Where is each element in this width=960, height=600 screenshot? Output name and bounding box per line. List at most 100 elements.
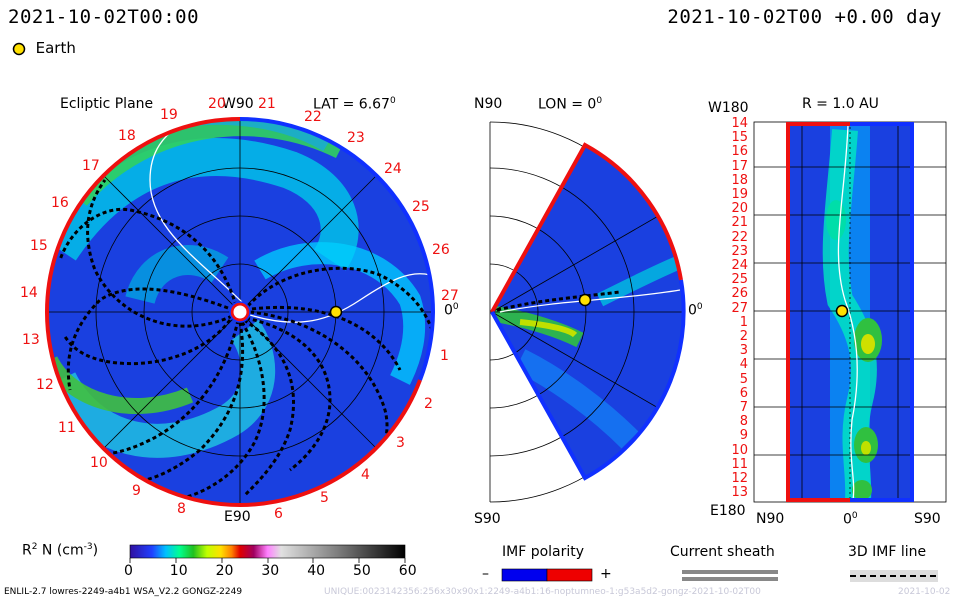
zero-degree: 0 [452, 302, 459, 312]
current-sheath-legend [682, 570, 778, 581]
radial-w180-label: W180 [708, 100, 749, 116]
carrington-label-3: 3 [396, 435, 405, 451]
colorbar-tick: 40 [307, 563, 326, 579]
radial-e180-label: E180 [710, 503, 746, 519]
earth-marker-icon [12, 42, 26, 55]
carrington-label-8: 8 [177, 501, 186, 517]
ecliptic-title: Ecliptic Plane [60, 96, 154, 112]
watermark: UNIQUE:0023142356:256x30x90x1:2249-a4b1:… [324, 587, 761, 597]
radial-y-label: 13 [731, 485, 748, 501]
radial-s90-label: S90 [914, 511, 941, 527]
carrington-label-2: 2 [424, 396, 433, 412]
carrington-label-6: 6 [274, 506, 283, 522]
mer-zero-degree: 0 [696, 302, 703, 312]
imf-polarity-minus: – [482, 566, 489, 582]
carrington-label-18: 18 [118, 128, 136, 144]
carrington-label-5: 5 [320, 490, 329, 506]
ecliptic-plane-panel [44, 117, 436, 508]
ecliptic-lat-label: LAT = 6.670 [313, 96, 396, 113]
carrington-label-10: 10 [90, 455, 108, 471]
colorbar-tick: 50 [353, 563, 371, 579]
carrington-label-16: 16 [51, 195, 69, 211]
radial-title: R = 1.0 AU [802, 96, 879, 112]
radial-y-label: 6 [739, 385, 748, 401]
carrington-label-20: 20 [208, 96, 226, 112]
imf-line-legend [850, 570, 938, 582]
radial-y-label: 19 [731, 187, 748, 202]
carrington-label-25: 25 [412, 199, 430, 215]
carrington-label-12: 12 [36, 377, 54, 393]
carrington-label-19: 19 [160, 107, 178, 123]
radial-y-label: 14 [731, 116, 748, 131]
rad-zero-value: 0 [843, 511, 852, 528]
radial-y-label: 24 [731, 258, 748, 273]
radial-y-label: 12 [731, 471, 748, 486]
model-info: ENLIL-2.7 lowres-2249-a4b1 WSA_V2.2 GONG… [4, 587, 243, 597]
earth-marker-meridional [578, 293, 592, 307]
carrington-label-24: 24 [384, 161, 402, 177]
density-colorbar [129, 544, 406, 563]
cb-sup2: -3 [83, 542, 93, 552]
ecliptic-w90-label: W90 [222, 96, 254, 112]
carrington-label-13: 13 [22, 332, 40, 348]
colorbar-tick: 20 [215, 563, 234, 579]
lat-degree: 0 [389, 96, 396, 106]
radial-y-label: 7 [739, 400, 748, 415]
lon-degree: 0 [596, 96, 603, 106]
cb-prefix: R [22, 542, 32, 559]
meridional-plane-panel [489, 121, 686, 503]
colorbar-tick: 10 [169, 563, 188, 579]
radial-y-label: 10 [731, 442, 748, 458]
colorbar-tick: 60 [398, 563, 417, 579]
imf-polarity-plus: + [600, 566, 612, 582]
colorbar-label: R2 N (cm-3) [22, 542, 98, 559]
carrington-label-22: 22 [304, 109, 322, 125]
cb-suffix: ) [92, 542, 99, 559]
carrington-label-23: 23 [347, 130, 365, 146]
earth-legend: Earth [12, 38, 76, 57]
cb-mid: N (cm [37, 542, 84, 559]
datetime-right: 2021-10-02T00 +0.00 day [667, 6, 942, 28]
imf-line-title: 3D IMF line [848, 544, 927, 560]
meridional-s90-label: S90 [474, 511, 501, 527]
radial-y-label: 21 [731, 215, 748, 231]
rad-zero-degree: 0 [851, 511, 858, 521]
colorbar-tick: 0 [124, 563, 133, 579]
carrington-label-11: 11 [58, 420, 76, 436]
carrington-label-14: 14 [20, 285, 38, 301]
carrington-label-21: 21 [258, 96, 276, 112]
earth-marker-ecliptic [329, 305, 343, 319]
carrington-label-4: 4 [361, 467, 370, 483]
imf-polarity-bar [501, 568, 593, 582]
radial-y-label: 15 [731, 130, 748, 146]
radial-y-label: 5 [739, 371, 748, 387]
radial-y-label: 1 [739, 314, 748, 330]
radial-panel [753, 121, 947, 503]
radial-y-label: 26 [731, 286, 748, 302]
ecliptic-zero-label: 00 [444, 302, 459, 319]
meridional-zero-label: 00 [688, 302, 703, 319]
lon-value: LON = 0 [538, 96, 597, 113]
earth-legend-label: Earth [35, 39, 76, 57]
zero-value: 0 [444, 302, 453, 319]
radial-y-label: 8 [739, 414, 748, 430]
radial-y-label: 16 [731, 144, 748, 160]
radial-y-label: 17 [731, 158, 748, 174]
carrington-label-1: 1 [440, 348, 449, 364]
current-sheath-title: Current sheath [670, 544, 775, 560]
radial-n90-label: N90 [756, 511, 785, 527]
meridional-n90-label: N90 [474, 96, 503, 112]
meridional-lon-label: LON = 00 [538, 96, 602, 113]
carrington-label-26: 26 [432, 242, 450, 258]
radial-y-label: 11 [731, 456, 748, 472]
lat-value: LAT = 6.67 [313, 96, 390, 113]
radial-y-label: 27 [731, 300, 748, 316]
watermark-date: 2021-10-02 [898, 587, 951, 597]
mer-zero-value: 0 [688, 302, 697, 319]
cb-sup1: 2 [31, 542, 38, 552]
radial-y-label: 3 [739, 343, 748, 359]
carrington-label-17: 17 [82, 158, 100, 174]
radial-y-label: 2 [739, 329, 748, 344]
carrington-label-9: 9 [132, 483, 141, 499]
